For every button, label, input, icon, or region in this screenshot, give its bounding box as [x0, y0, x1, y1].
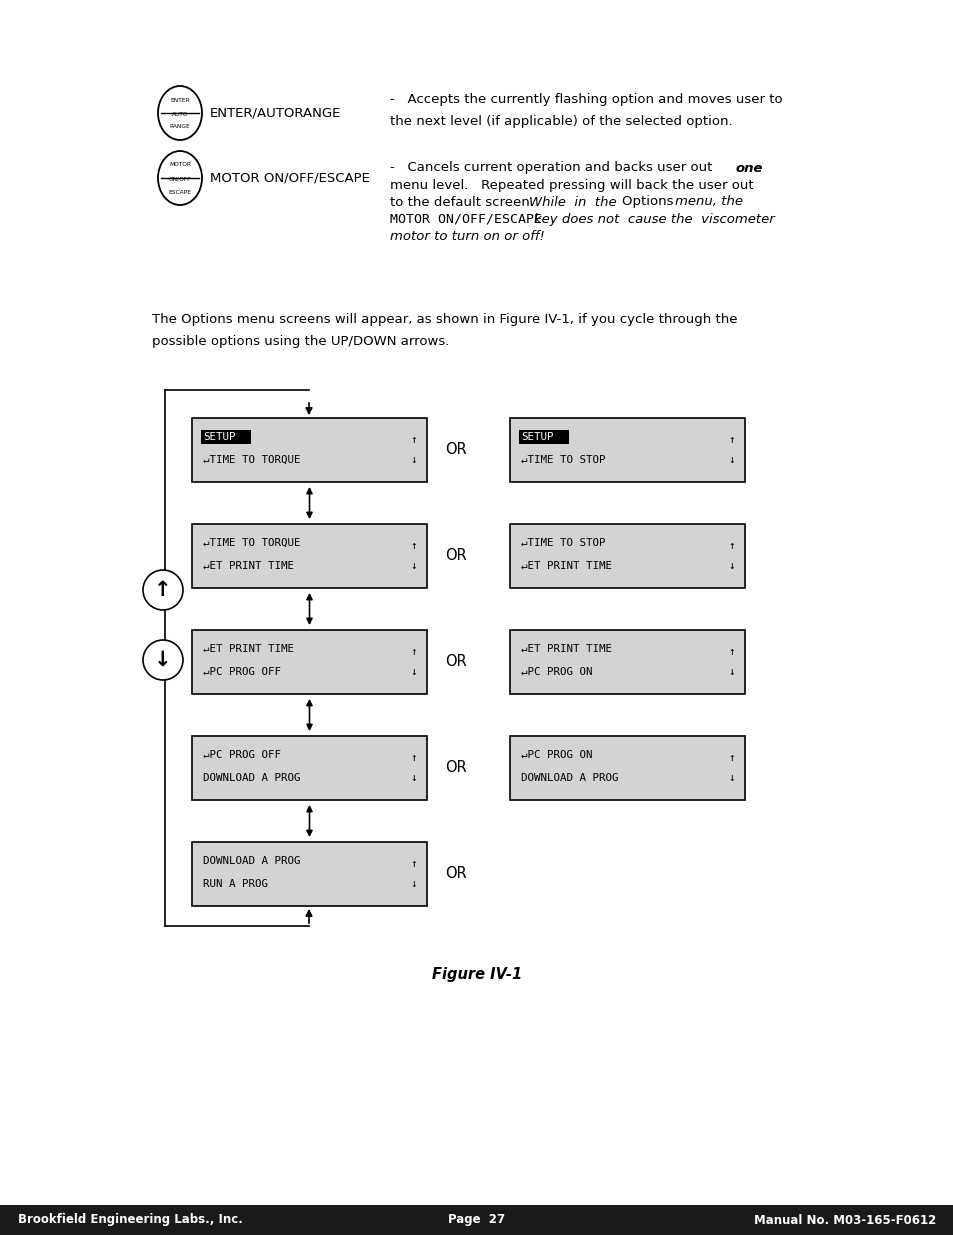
Text: ↓: ↓ [410, 773, 416, 783]
Text: menu level.   Repeated pressing will back the user out: menu level. Repeated pressing will back … [390, 179, 753, 191]
Text: ↑: ↑ [728, 541, 735, 551]
Text: ↵PC PROG ON: ↵PC PROG ON [520, 667, 592, 677]
Bar [192, 842, 427, 906]
Text: SETUP: SETUP [203, 432, 235, 442]
Text: OR: OR [444, 761, 466, 776]
Text: -   Accepts the currently flashing option and moves user to: - Accepts the currently flashing option … [390, 94, 781, 106]
Text: Figure IV-1: Figure IV-1 [432, 967, 521, 982]
Text: ↵TIME TO STOP: ↵TIME TO STOP [520, 537, 605, 548]
Text: DOWNLOAD A PROG: DOWNLOAD A PROG [520, 773, 618, 783]
Bar [510, 524, 744, 588]
Text: MOTOR: MOTOR [169, 163, 191, 168]
Text: DOWNLOAD A PROG: DOWNLOAD A PROG [203, 856, 300, 866]
Text: to the default screen.: to the default screen. [390, 195, 542, 209]
Text: Options: Options [621, 195, 677, 209]
Text: ↑: ↑ [728, 647, 735, 657]
Text: ↵ET PRINT TIME: ↵ET PRINT TIME [203, 561, 294, 571]
Text: ↓: ↓ [728, 667, 735, 677]
Bar [518, 430, 568, 443]
Text: ENTER: ENTER [170, 98, 190, 103]
Bar [201, 430, 251, 443]
Text: AUTO: AUTO [172, 111, 188, 116]
Text: Manual No. M03-165-F0612: Manual No. M03-165-F0612 [753, 1214, 935, 1226]
Text: ↵PC PROG OFF: ↵PC PROG OFF [203, 750, 281, 760]
Text: key does not  cause the  viscometer: key does not cause the viscometer [534, 212, 774, 226]
Bar [510, 736, 744, 800]
Text: ↓: ↓ [410, 454, 416, 466]
Bar [192, 524, 427, 588]
Text: ↑: ↑ [728, 435, 735, 445]
Text: DOWNLOAD A PROG: DOWNLOAD A PROG [203, 773, 300, 783]
Text: ↓: ↓ [728, 454, 735, 466]
Text: ↵ET PRINT TIME: ↵ET PRINT TIME [520, 643, 612, 653]
Text: OR: OR [444, 548, 466, 563]
Text: OR: OR [444, 867, 466, 882]
Text: While  in  the: While in the [529, 195, 616, 209]
Text: OR: OR [444, 655, 466, 669]
Text: -   Cancels current operation and backs user out: - Cancels current operation and backs us… [390, 162, 716, 174]
Text: Brookfield Engineering Labs., Inc.: Brookfield Engineering Labs., Inc. [18, 1214, 243, 1226]
Text: RANGE: RANGE [170, 125, 191, 130]
Bar [510, 417, 744, 482]
Text: motor to turn on or off!: motor to turn on or off! [390, 230, 544, 242]
Text: ↑: ↑ [410, 753, 416, 763]
Text: ↑: ↑ [410, 860, 416, 869]
Text: ESCAPE: ESCAPE [169, 189, 192, 194]
Text: ↓: ↓ [728, 561, 735, 571]
Text: ↵TIME TO STOP: ↵TIME TO STOP [520, 454, 605, 464]
Text: ↵TIME TO TORQUE: ↵TIME TO TORQUE [203, 454, 300, 464]
Text: ↑: ↑ [728, 753, 735, 763]
Text: ENTER/AUTORANGE: ENTER/AUTORANGE [210, 106, 341, 120]
Text: ↑: ↑ [410, 541, 416, 551]
Text: the next level (if applicable) of the selected option.: the next level (if applicable) of the se… [390, 115, 732, 127]
Text: OR: OR [444, 442, 466, 457]
Text: RUN A PROG: RUN A PROG [203, 879, 268, 889]
Text: ↵PC PROG ON: ↵PC PROG ON [520, 750, 592, 760]
Circle shape [143, 571, 183, 610]
Circle shape [143, 640, 183, 680]
Text: SETUP: SETUP [520, 432, 553, 442]
Text: MOTOR ON/OFF/ESCAPE: MOTOR ON/OFF/ESCAPE [210, 172, 370, 184]
Text: ↓: ↓ [728, 773, 735, 783]
Text: ↑: ↑ [154, 580, 172, 600]
Text: ON/OFF: ON/OFF [169, 177, 191, 182]
Bar [510, 630, 744, 694]
Text: menu, the: menu, the [675, 195, 742, 209]
Text: ↓: ↓ [410, 561, 416, 571]
Text: ↑: ↑ [410, 647, 416, 657]
Text: ↵PC PROG OFF: ↵PC PROG OFF [203, 667, 281, 677]
Text: ↵TIME TO TORQUE: ↵TIME TO TORQUE [203, 537, 300, 548]
Text: one: one [735, 162, 762, 174]
Ellipse shape [158, 151, 202, 205]
Ellipse shape [158, 86, 202, 140]
Text: ↵ET PRINT TIME: ↵ET PRINT TIME [520, 561, 612, 571]
Bar [192, 630, 427, 694]
Text: ↓: ↓ [410, 667, 416, 677]
Text: possible options using the UP/DOWN arrows.: possible options using the UP/DOWN arrow… [152, 335, 449, 347]
Bar [192, 417, 427, 482]
Text: ↵ET PRINT TIME: ↵ET PRINT TIME [203, 643, 294, 653]
Bar [192, 736, 427, 800]
Bar [0, 1205, 953, 1235]
Text: ↑: ↑ [410, 435, 416, 445]
Text: Page  27: Page 27 [448, 1214, 505, 1226]
Text: MOTOR ON/OFF/ESCAPE: MOTOR ON/OFF/ESCAPE [390, 212, 550, 226]
Text: ↓: ↓ [410, 879, 416, 889]
Text: The Options menu screens will appear, as shown in Figure IV-1, if you cycle thro: The Options menu screens will appear, as… [152, 314, 737, 326]
Text: ↓: ↓ [154, 650, 172, 671]
